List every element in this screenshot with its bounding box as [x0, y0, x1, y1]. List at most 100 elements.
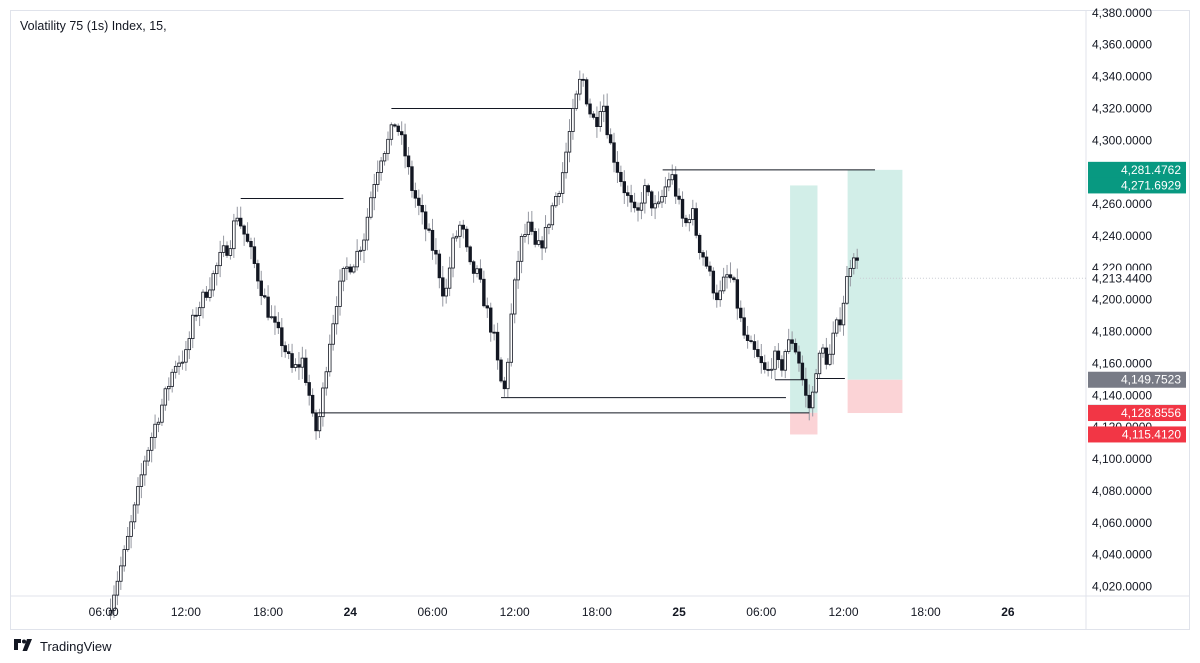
candle-body: [386, 138, 390, 154]
long-position-1-stop-zone: [790, 412, 818, 435]
x-tick-label: 24: [344, 605, 358, 619]
candle-body: [622, 181, 626, 194]
candle-body: [629, 195, 633, 203]
candle-body: [338, 280, 342, 307]
candle-body: [513, 279, 517, 315]
candle-body: [235, 217, 239, 222]
candle-body: [393, 124, 397, 127]
candle-body: [677, 195, 681, 200]
candle-body: [136, 486, 140, 506]
candle-body: [797, 351, 801, 364]
x-tick-label: 06:00: [417, 605, 447, 619]
candle-body: [146, 449, 150, 462]
candle-body: [372, 184, 376, 199]
candle-body: [756, 349, 760, 357]
candle-body: [238, 217, 243, 227]
candle-body: [663, 186, 668, 197]
tradingview-footer[interactable]: TradingView: [12, 637, 112, 655]
candle-body: [598, 111, 603, 127]
candle-body: [122, 549, 126, 567]
candle-body: [341, 268, 346, 282]
candle-body: [660, 196, 664, 203]
candle-body: [444, 287, 448, 297]
candle-body: [571, 108, 575, 132]
candle-body: [519, 235, 524, 262]
candle-body: [139, 474, 144, 487]
candle-body: [745, 334, 750, 341]
candle-body: [773, 350, 777, 370]
price-badge-green: [1088, 161, 1186, 178]
y-tick-label: 4,320.0000: [1092, 101, 1152, 115]
candle-body: [129, 521, 133, 537]
candle-body: [334, 306, 339, 325]
candle-body: [132, 504, 137, 523]
candle-body: [232, 220, 236, 250]
candle-body: [763, 362, 767, 370]
candle-body: [403, 134, 407, 157]
candle-body: [163, 388, 168, 406]
candle-body: [153, 423, 157, 438]
candle-body: [290, 353, 294, 368]
candle-body: [215, 265, 219, 275]
candle-body: [530, 221, 534, 232]
candle-body: [201, 291, 205, 309]
candle-body: [728, 274, 733, 279]
candle-body: [845, 276, 849, 304]
candle-body: [667, 179, 671, 188]
candle-body: [550, 205, 555, 226]
candle-body: [413, 190, 418, 199]
candle-body: [273, 316, 277, 323]
candle-body: [608, 134, 613, 144]
candle-body: [554, 195, 558, 207]
candle-body: [410, 166, 414, 191]
candle-body: [526, 221, 531, 235]
candle-body: [581, 78, 585, 81]
candle-body: [471, 261, 476, 274]
candle-body: [427, 228, 431, 231]
candle-body: [208, 289, 212, 298]
candle-body: [810, 391, 815, 409]
candle-body: [790, 339, 794, 344]
candle-body: [423, 211, 428, 230]
candle-body: [673, 174, 678, 197]
candle-body: [824, 347, 829, 365]
candle-body: [732, 277, 736, 281]
candle-body: [814, 373, 818, 393]
candle-body: [437, 253, 442, 279]
candle-body: [821, 347, 825, 354]
candle-body: [725, 274, 729, 278]
candle-body: [495, 331, 500, 361]
candle-body: [643, 185, 647, 204]
candle-body: [783, 351, 787, 371]
price-badge-green: [1088, 177, 1186, 194]
candle-body: [348, 266, 352, 273]
candle-body: [523, 234, 527, 237]
y-tick-label: 4,240.0000: [1092, 229, 1152, 243]
candle-body: [170, 371, 174, 387]
last-price-label-bg: [1087, 270, 1189, 287]
y-tick-label: 4,060.0000: [1092, 516, 1152, 530]
y-tick-label: 4,160.0000: [1092, 356, 1152, 370]
candle-body: [451, 237, 455, 269]
candle-body: [358, 249, 363, 252]
price-badge-label: 4,149.7523: [1121, 373, 1181, 387]
candle-body: [759, 356, 763, 364]
candle-body: [536, 240, 541, 245]
candle-body: [143, 460, 147, 476]
candle-body: [160, 404, 164, 423]
candle-body: [694, 208, 698, 236]
y-tick-label: 4,380.0000: [1092, 6, 1152, 20]
candle-body: [680, 198, 685, 219]
x-tick-label: 26: [1001, 605, 1015, 619]
candle-body: [502, 380, 507, 390]
candle-body: [321, 387, 325, 418]
candle-body: [475, 268, 479, 274]
y-tick-label: 4,180.0000: [1092, 325, 1152, 339]
candle-body: [204, 291, 209, 298]
candle-body: [345, 266, 349, 269]
candle-body: [249, 240, 253, 248]
candle-body: [293, 364, 298, 368]
candle-body: [540, 240, 544, 249]
candle-body: [636, 207, 640, 211]
